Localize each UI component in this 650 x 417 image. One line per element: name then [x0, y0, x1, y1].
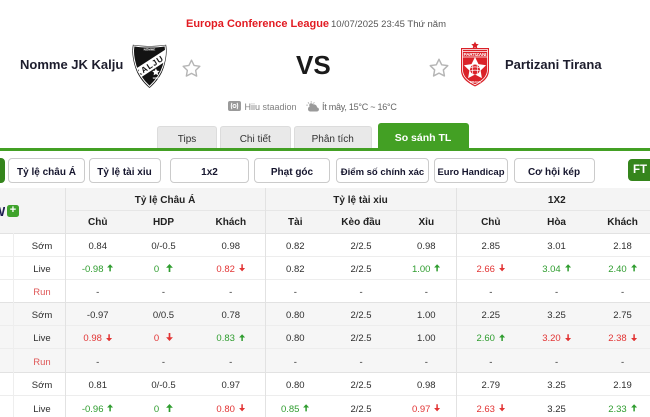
svg-text:TIRANA: TIRANA — [469, 80, 481, 84]
svg-text:PARTIZANI: PARTIZANI — [464, 52, 487, 58]
svg-text:NÕMME: NÕMME — [144, 46, 156, 51]
svg-text:1923: 1923 — [153, 76, 160, 80]
